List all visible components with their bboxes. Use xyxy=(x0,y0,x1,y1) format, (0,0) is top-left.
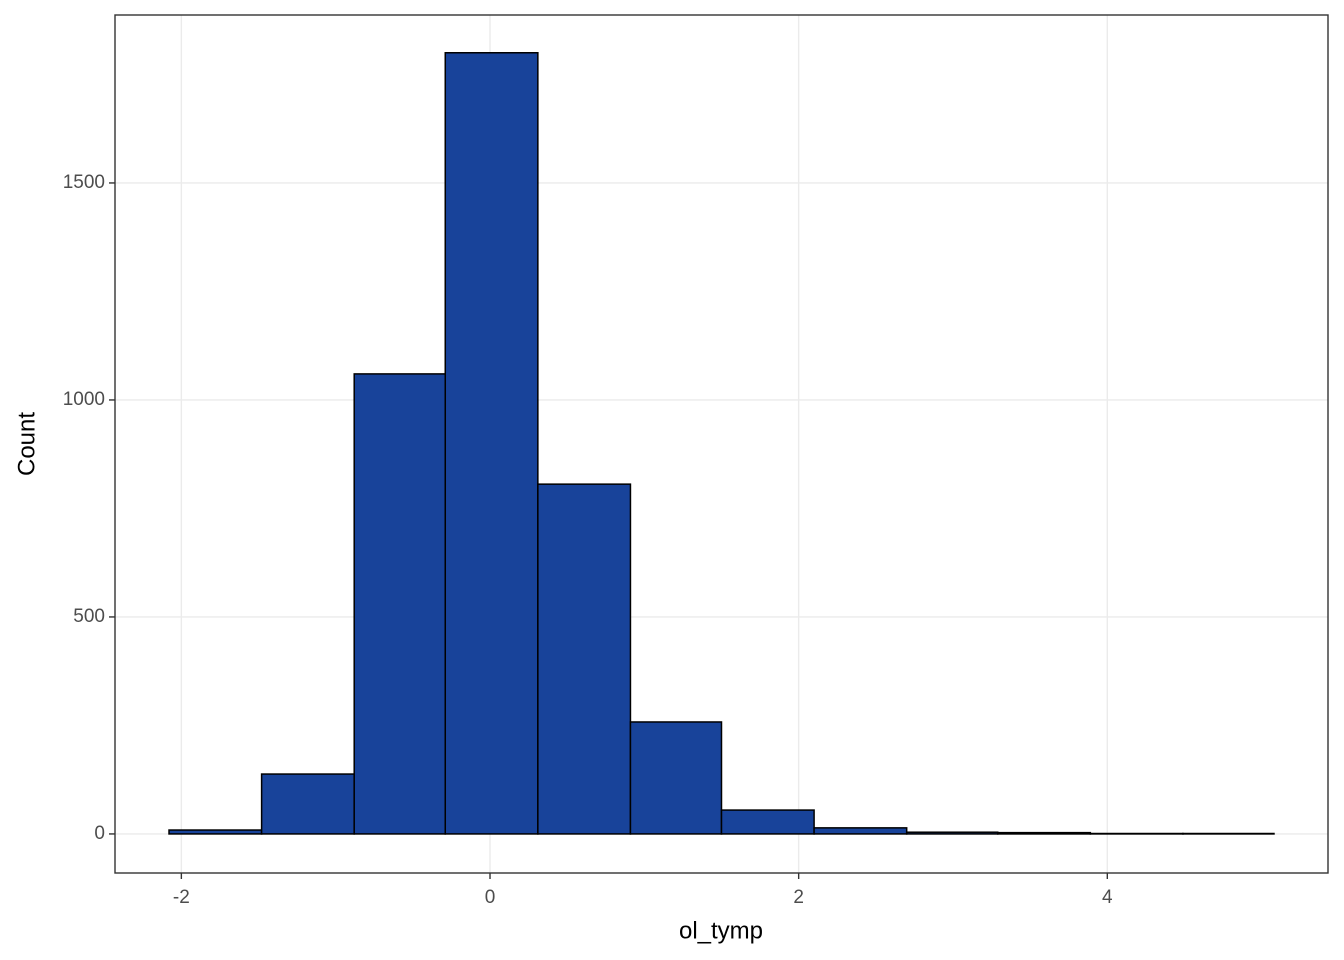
bar xyxy=(813,827,908,835)
x-tick-label: 2 xyxy=(793,887,804,908)
y-tick-label: 1000 xyxy=(63,389,105,410)
panel-border xyxy=(114,14,1329,874)
bar xyxy=(168,829,263,835)
x-tick-label: -2 xyxy=(173,887,190,908)
plot-area: -2 0 2 4 0 500 1000 1500 xyxy=(63,14,1329,908)
y-tick-label: 1500 xyxy=(63,172,105,193)
y-axis-title: Count xyxy=(13,412,40,476)
bar xyxy=(629,721,723,835)
bar xyxy=(996,831,1092,835)
x-tick-label: 4 xyxy=(1102,887,1113,908)
y-tick-label: 500 xyxy=(73,606,105,627)
bar xyxy=(260,773,355,835)
bar xyxy=(905,831,999,835)
bar xyxy=(720,809,815,835)
x-axis-title: ol_tymp xyxy=(679,917,763,944)
bar xyxy=(537,483,632,835)
bar xyxy=(444,52,539,835)
y-tick-label: 0 xyxy=(94,823,105,844)
x-tick-label: 0 xyxy=(485,887,496,908)
bar xyxy=(353,373,447,835)
